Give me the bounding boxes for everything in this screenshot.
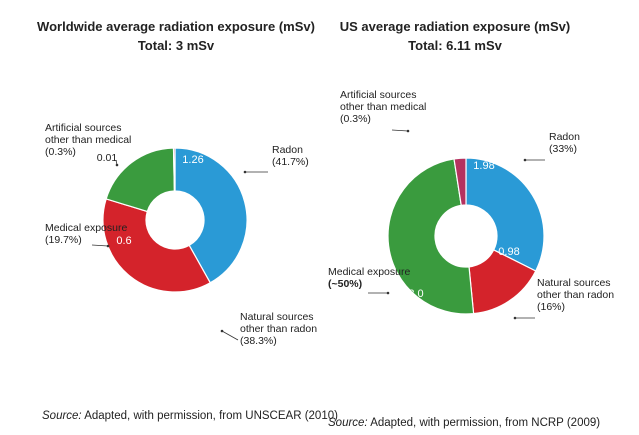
- leader-line: [391, 129, 409, 132]
- leader-line-dot: [523, 158, 527, 162]
- slice-category-label: Medical exposure (19.7%): [45, 222, 127, 246]
- source-text: Adapted, with permission, from NCRP (200…: [370, 417, 600, 429]
- donut-slice: [453, 157, 467, 207]
- leader-line-dot: [406, 129, 410, 133]
- donut-slice: [102, 198, 212, 293]
- chart-subtitle-us: Total: 6.11 mSv: [408, 38, 502, 53]
- slice-value-label: 1.98: [473, 160, 494, 172]
- donut-chart-us: 1.98 Radon (33%) 0.98 Natural sources other t…: [328, 89, 614, 320]
- source-prefix: Source:: [328, 417, 368, 429]
- slice-value-label: 0.98: [498, 246, 519, 258]
- slice-category-label: Artificial sources other than medical (0.3…: [45, 122, 131, 158]
- source-text: Adapted, with permission, from UNSCEAR (…: [84, 410, 338, 422]
- source-us: Source: Adapted, with permission, from N…: [328, 417, 600, 429]
- leader-line-dot: [513, 316, 517, 320]
- donut-slice: [387, 158, 475, 315]
- slice-category-label: Medical exposure (~50%): [328, 266, 410, 290]
- donut-slice: [172, 147, 176, 192]
- donut-slice: [174, 147, 248, 284]
- source-worldwide: Source: Adapted, with permission, from U…: [42, 410, 338, 422]
- slice-value-label: 0.15: [391, 122, 412, 134]
- slice-category-label: Radon (41.7%): [272, 144, 309, 168]
- leader-line-dot: [220, 329, 224, 333]
- leader-line-dot: [115, 163, 119, 167]
- slice-category-label: Artificial sources other than medical (0.3…: [340, 89, 426, 125]
- chart-title-worldwide: Worldwide average radiation exposure (mS…: [37, 19, 315, 34]
- slice-value-label: 0.01: [97, 152, 118, 164]
- slice-value-label: 3.0: [408, 288, 423, 300]
- leader-line-dot: [243, 170, 247, 174]
- chart-subtitle-worldwide: Total: 3 mSv: [138, 38, 215, 53]
- slice-category-label: Natural sources other than radon (16%): [537, 277, 614, 313]
- slice-category-label: Radon (33%): [549, 131, 580, 155]
- donut-slice: [465, 157, 545, 272]
- source-prefix: Source:: [42, 410, 82, 422]
- slice-value-label: 0.6: [116, 235, 131, 247]
- slice-value-label: 1.14: [182, 319, 203, 331]
- slice-category-label: Natural sources other than radon (38.3%): [240, 311, 317, 347]
- chart-title-us: US average radiation exposure (mSv): [340, 19, 570, 34]
- leader-line: [221, 330, 239, 341]
- slice-value-label: 1.26: [182, 154, 203, 166]
- donut-chart-worldwide: 1.26 Radon (41.7%) 1.14 Natural sources other…: [45, 122, 317, 347]
- leader-line-dot: [386, 291, 390, 295]
- leader-line-dot: [106, 244, 110, 248]
- leader-line: [91, 244, 109, 247]
